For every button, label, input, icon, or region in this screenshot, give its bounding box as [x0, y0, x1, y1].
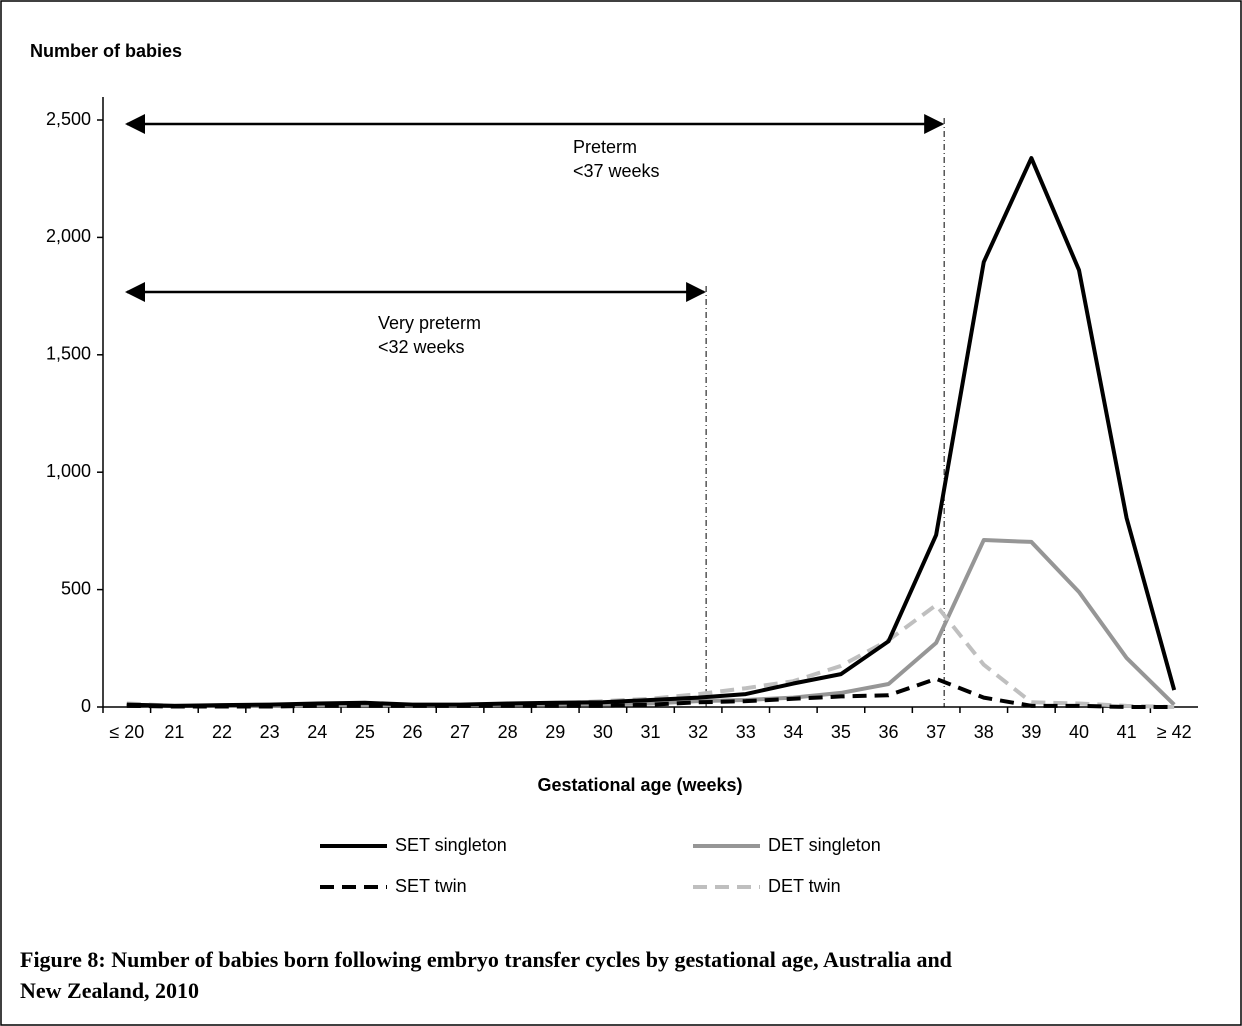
x-tick-label: 29 — [545, 722, 565, 742]
legend-label: SET twin — [395, 876, 467, 896]
annotation: Very preterm — [378, 313, 481, 333]
y-axis-title: Number of babies — [30, 41, 182, 61]
x-tick-label: 41 — [1117, 722, 1137, 742]
x-tick-label: 34 — [783, 722, 803, 742]
legend-label: DET singleton — [768, 835, 881, 855]
x-tick-label: 27 — [450, 722, 470, 742]
x-tick-label: ≤ 20 — [109, 722, 144, 742]
x-tick-label: 35 — [831, 722, 851, 742]
x-tick-label: 21 — [164, 722, 184, 742]
x-tick-label: 22 — [212, 722, 232, 742]
x-tick-label: 28 — [498, 722, 518, 742]
x-tick-label: 23 — [260, 722, 280, 742]
x-tick-label: 30 — [593, 722, 613, 742]
x-tick-label: 32 — [688, 722, 708, 742]
series-line — [126, 603, 1175, 709]
x-tick-label: 36 — [879, 722, 899, 742]
y-tick-label: 2,500 — [46, 109, 91, 129]
y-tick-label: 2,000 — [46, 226, 91, 246]
annotation: <32 weeks — [378, 337, 465, 357]
x-tick-label: 31 — [640, 722, 660, 742]
x-axis-title: Gestational age (weeks) — [537, 775, 742, 795]
legend-label: SET singleton — [395, 835, 507, 855]
x-tick-label: 40 — [1069, 722, 1089, 742]
x-tick-label: 26 — [402, 722, 422, 742]
x-tick-label: 25 — [355, 722, 375, 742]
x-tick-label: ≥ 42 — [1157, 722, 1192, 742]
caption: Figure 8: Number of babies born followin… — [20, 947, 952, 972]
y-tick-label: 0 — [81, 696, 91, 716]
x-tick-label: 37 — [926, 722, 946, 742]
y-tick-label: 1,000 — [46, 461, 91, 481]
x-tick-label: 33 — [736, 722, 756, 742]
y-tick-label: 1,500 — [46, 344, 91, 364]
legend-label: DET twin — [768, 876, 841, 896]
x-tick-label: 38 — [974, 722, 994, 742]
caption: New Zealand, 2010 — [20, 978, 199, 1003]
annotation: Preterm — [573, 137, 637, 157]
y-tick-label: 500 — [61, 578, 91, 598]
x-tick-label: 24 — [307, 722, 327, 742]
x-tick-label: 39 — [1021, 722, 1041, 742]
series-line — [126, 156, 1177, 708]
annotation: <37 weeks — [573, 161, 660, 181]
